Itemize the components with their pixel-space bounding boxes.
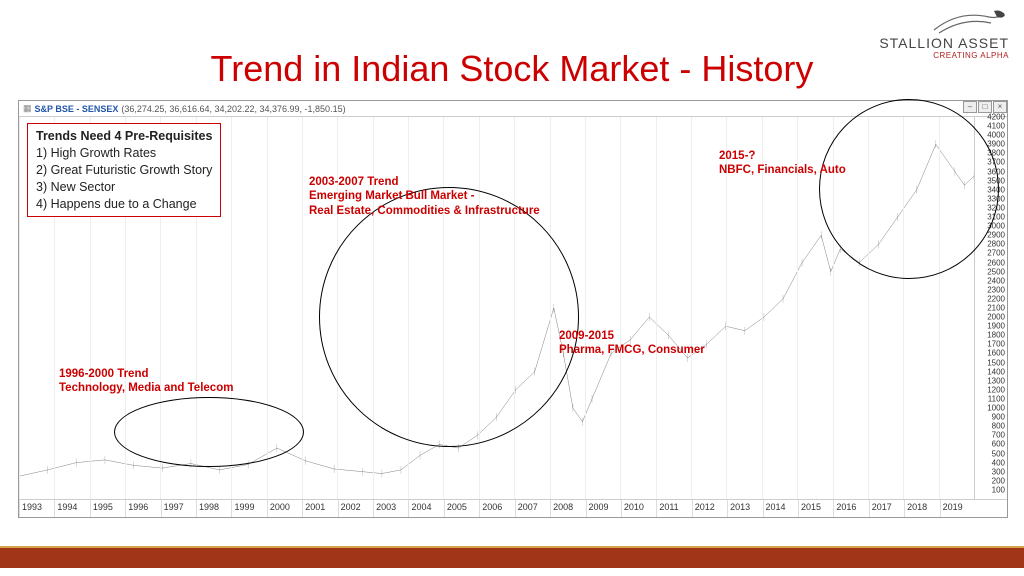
y-tick-label: 1700 [987, 340, 1005, 349]
x-tick-label: 2017 [869, 500, 904, 517]
x-tick-label: 1994 [54, 500, 89, 517]
x-tick-label: 1997 [161, 500, 196, 517]
maximize-button[interactable]: □ [978, 101, 992, 113]
y-tick-label: 1300 [987, 376, 1005, 385]
x-tick-label: 1996 [125, 500, 160, 517]
x-tick-label: 2002 [338, 500, 373, 517]
x-tick-label: 2006 [479, 500, 514, 517]
plot-area: Trends Need 4 Pre-Requisites 1) High Gro… [19, 117, 975, 499]
x-tick-label: 2001 [302, 500, 337, 517]
y-tick-label: 1600 [987, 349, 1005, 358]
y-tick-label: 1800 [987, 331, 1005, 340]
y-tick-label: 2200 [987, 294, 1005, 303]
y-tick-label: 100 [992, 485, 1005, 494]
prereq-item: 1) High Growth Rates [36, 145, 212, 162]
x-tick-label: 2005 [444, 500, 479, 517]
y-tick-label: 300 [992, 467, 1005, 476]
trend-circle-1996 [114, 397, 304, 467]
x-tick-label: 2009 [586, 500, 621, 517]
gridline [656, 117, 657, 499]
x-tick-label: 2008 [550, 500, 585, 517]
x-tick-label: 2007 [515, 500, 550, 517]
y-tick-label: 700 [992, 431, 1005, 440]
annotation-1996-trend: 1996-2000 Trend Technology, Media and Te… [59, 367, 233, 396]
y-tick-label: 800 [992, 422, 1005, 431]
x-tick-label: 2016 [833, 500, 868, 517]
prerequisites-box: Trends Need 4 Pre-Requisites 1) High Gro… [27, 123, 221, 217]
footer-bar [0, 546, 1024, 568]
x-tick-label: 2012 [692, 500, 727, 517]
x-tick-label: 1995 [90, 500, 125, 517]
prereq-item: 3) New Sector [36, 179, 212, 196]
y-tick-label: 2100 [987, 304, 1005, 313]
y-tick-label: 2400 [987, 276, 1005, 285]
x-tick-label: 2015 [798, 500, 833, 517]
annotation-2003-trend: 2003-2007 Trend Emerging Market Bull Mar… [309, 175, 540, 218]
y-tick-label: 1400 [987, 367, 1005, 376]
x-tick-label: 2010 [621, 500, 656, 517]
y-tick-label: 200 [992, 476, 1005, 485]
y-tick-label: 1100 [988, 394, 1005, 403]
trend-circle-2015 [819, 99, 999, 279]
x-tick-label: 2000 [267, 500, 302, 517]
y-tick-label: 3900 [987, 140, 1005, 149]
gridline [19, 117, 20, 499]
y-tick-label: 2600 [987, 258, 1005, 267]
x-tick-label: 2018 [904, 500, 939, 517]
x-tick-label: 1993 [19, 500, 54, 517]
x-tick-label: 2003 [373, 500, 408, 517]
x-tick-label: 1999 [231, 500, 266, 517]
chart-container: ▦ S&P BSE - SENSEX (36,274.25, 36,616.64… [18, 100, 1008, 518]
y-tick-label: 1000 [987, 404, 1005, 413]
y-tick-label: 2300 [987, 285, 1005, 294]
horse-swoosh-icon [929, 5, 1009, 35]
y-tick-label: 2500 [987, 267, 1005, 276]
x-tick-label: 2013 [727, 500, 762, 517]
close-button[interactable]: × [993, 101, 1007, 113]
gridline [302, 117, 303, 499]
window-controls: – □ × [963, 101, 1007, 113]
annotation-2009-trend: 2009-2015 Pharma, FMCG, Consumer [559, 329, 705, 358]
y-tick-label: 4200 [987, 113, 1005, 122]
x-tick-label: 2019 [940, 500, 975, 517]
prereq-item: 4) Happens due to a Change [36, 196, 212, 213]
x-tick-label: 2004 [408, 500, 443, 517]
y-tick-label: 900 [992, 413, 1005, 422]
x-axis: 1993199419951996199719981999200020012002… [19, 499, 1007, 517]
trend-circle-2003 [319, 187, 579, 447]
gridline [620, 117, 621, 499]
y-tick-label: 400 [992, 458, 1005, 467]
y-tick-label: 600 [992, 440, 1005, 449]
chart-ticker: S&P BSE - SENSEX [35, 104, 119, 114]
gridline [691, 117, 692, 499]
page-title: Trend in Indian Stock Market - History [0, 48, 1024, 90]
y-tick-label: 1200 [987, 385, 1005, 394]
y-tick-label: 2000 [987, 313, 1005, 322]
y-tick-label: 1900 [987, 322, 1005, 331]
y-tick-label: 4000 [987, 131, 1005, 140]
prereq-title: Trends Need 4 Pre-Requisites [36, 128, 212, 145]
annotation-2015-trend: 2015-? NBFC, Financials, Auto [719, 149, 846, 178]
x-tick-label: 2014 [763, 500, 798, 517]
x-tick-label: 1998 [196, 500, 231, 517]
chart-body: Trends Need 4 Pre-Requisites 1) High Gro… [19, 117, 1007, 499]
y-tick-label: 2700 [987, 249, 1005, 258]
prereq-item: 2) Great Futuristic Growth Story [36, 162, 212, 179]
y-tick-label: 1500 [987, 358, 1005, 367]
gridline [585, 117, 586, 499]
chart-menu-icon[interactable]: ▦ [23, 103, 32, 114]
y-tick-label: 2800 [987, 240, 1005, 249]
y-tick-label: 4100 [987, 122, 1005, 131]
y-tick-label: 500 [992, 449, 1005, 458]
chart-ohlc: (36,274.25, 36,616.64, 34,202.22, 34,376… [121, 104, 345, 114]
x-tick-label: 2011 [656, 500, 691, 517]
minimize-button[interactable]: – [963, 101, 977, 113]
y-tick-label: 2900 [987, 231, 1005, 240]
